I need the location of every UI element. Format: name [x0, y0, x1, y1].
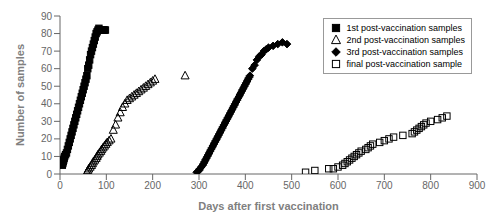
svg-text:200: 200 [144, 180, 161, 191]
svg-text:90: 90 [41, 11, 53, 22]
html-text:2nd post-vaccination samples: 2nd post-vaccination samples [346, 35, 465, 45]
svg-text:0: 0 [57, 180, 63, 191]
svg-text:900: 900 [469, 180, 486, 191]
svg-text:800: 800 [422, 180, 439, 191]
svg-text:30: 30 [41, 116, 53, 127]
svg-text:600: 600 [330, 180, 347, 191]
svg-text:Days after first vaccination: Days after first vaccination [198, 200, 339, 212]
svg-text:20: 20 [41, 133, 53, 144]
svg-text:300: 300 [191, 180, 208, 191]
svg-text:70: 70 [41, 46, 53, 57]
svg-text:60: 60 [41, 63, 53, 74]
svg-text:100: 100 [98, 180, 115, 191]
svg-text:10: 10 [41, 151, 53, 162]
svg-text:400: 400 [237, 180, 254, 191]
svg-text:Number of samples: Number of samples [14, 44, 26, 146]
html-text:1st post-vaccination samples: 1st post-vaccination samples [346, 23, 462, 33]
svg-text:500: 500 [283, 180, 300, 191]
svg-text:700: 700 [376, 180, 393, 191]
svg-text:50: 50 [41, 81, 53, 92]
svg-text:80: 80 [41, 28, 53, 39]
html-text:3rd post-vaccination samples: 3rd post-vaccination samples [346, 47, 463, 57]
html-text:final post-vaccination sample: final post-vaccination sample [346, 59, 462, 69]
svg-text:40: 40 [41, 98, 53, 109]
svg-text:0: 0 [46, 169, 52, 180]
